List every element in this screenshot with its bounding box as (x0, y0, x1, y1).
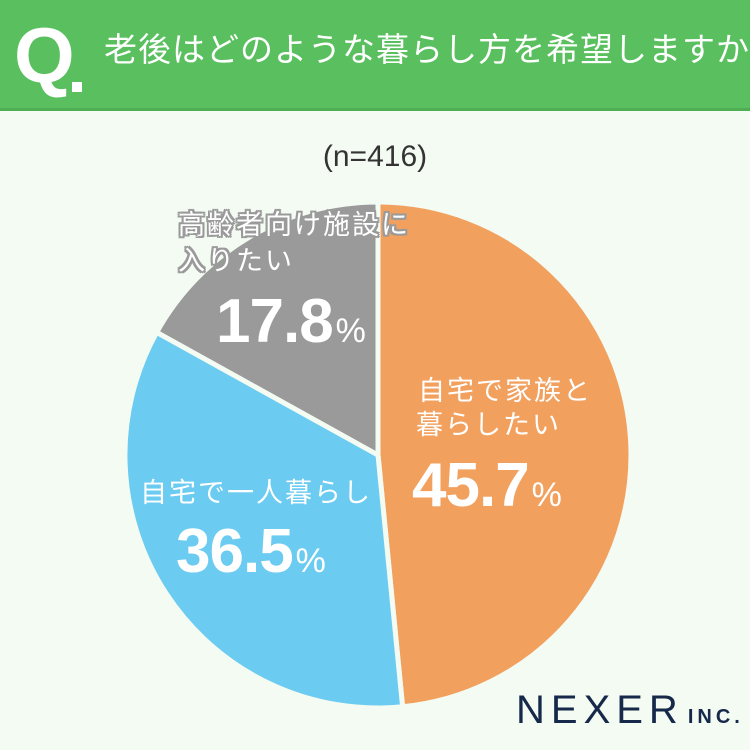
value-family-number: 45.7 (412, 451, 530, 520)
pie-slice-alone (122, 329, 406, 711)
label-alone: 自宅で一人暮らし (140, 478, 372, 509)
label-family-line1: 自宅で家族と (418, 376, 592, 407)
question-title: 老後はどのような暮らし方を希望しますか？ (104, 30, 750, 69)
value-facility: 17.8% (216, 286, 366, 357)
sample-size: (n=416) (322, 140, 428, 173)
label-facility-line2: 入りたい (178, 246, 294, 277)
pie-slice-facility (154, 199, 381, 458)
value-facility-number: 17.8 (216, 287, 334, 356)
label-facility-line1: 高齢者向け施設に (178, 210, 410, 241)
brand-name: NEXER (516, 688, 684, 732)
value-family-unit: % (531, 476, 562, 514)
value-alone-number: 36.5 (176, 517, 294, 586)
q-dot (72, 82, 82, 92)
value-alone-unit: % (295, 542, 326, 580)
value-facility-unit: % (335, 312, 366, 350)
value-family: 45.7% (412, 450, 562, 521)
brand-suffix: INC. (687, 706, 744, 728)
value-alone: 36.5% (176, 516, 326, 587)
q-mark: Q (14, 11, 75, 99)
pie-slice-family (375, 199, 634, 710)
brand-logo: NEXER INC. (516, 688, 744, 733)
question-header: Q 老後はどのような暮らし方を希望しますか？ (0, 0, 750, 111)
label-family-line2: 暮らしたい (416, 410, 561, 441)
